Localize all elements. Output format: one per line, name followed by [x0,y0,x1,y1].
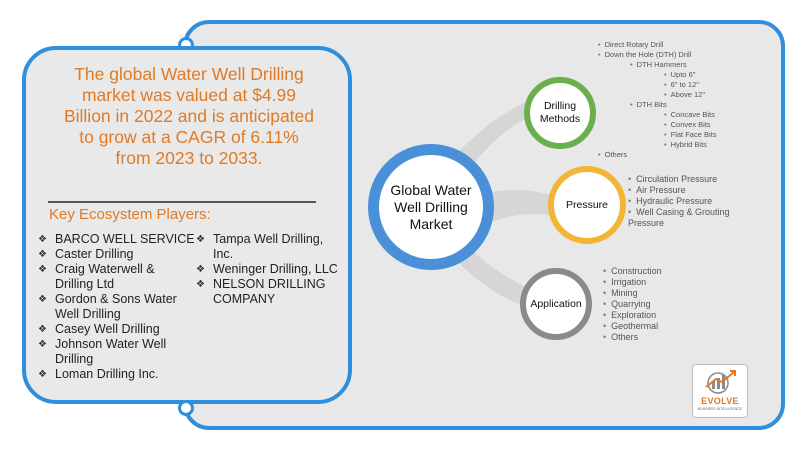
drilling-subitem: • 6" to 12" [664,80,699,89]
market-summary-text: The global Water Well Drilling market wa… [44,64,334,169]
diamond-bullet-icon: ❖ [38,234,47,245]
player-item: ❖ BARCO WELL SERVICE [38,232,195,246]
players-list-left: ❖ BARCO WELL SERVICE ❖ Caster Drilling ❖ Cr… [37,232,195,382]
chart-globe-icon [705,370,736,394]
diamond-bullet-icon: ❖ [38,249,47,260]
drilling-item: • DTH Bits [630,100,667,109]
drilling-subitem: • Upto 6" [664,70,696,79]
drilling-item: • Direct Rotary Drill [598,40,664,49]
application-item: • Geothermal [603,321,659,331]
player-item: ❖ NELSON DRILLING COMPANY [196,277,326,306]
player-item: ❖ Casey Well Drilling [38,322,160,336]
players-list-right: ❖ Tampa Well Drilling, Inc. ❖ Weninger Dri… [195,232,345,307]
diamond-bullet-icon: ❖ [38,324,47,335]
application-item: • Quarrying [603,299,651,309]
player-item: ❖ Weninger Drilling, LLC [196,262,338,276]
node-application: Application [520,268,592,340]
player-item: ❖ Johnson Water Well Drilling [38,337,167,366]
player-item: ❖ Gordon & Sons Water Well Drilling [38,292,177,321]
application-item: • Exploration [603,310,657,320]
node-pressure: Pressure [548,166,626,244]
diamond-bullet-icon: ❖ [196,234,205,245]
application-item: • Irrigation [603,277,647,287]
node-drilling-methods: Drilling Methods [524,77,596,149]
ribbon-pressure [492,189,556,222]
connector-dot-bottom [178,400,194,416]
players-title: Key Ecosystem Players: [49,206,211,223]
application-item: • Construction [603,266,662,276]
drilling-subitem: • Flat Face Bits [664,130,717,139]
logo-tagline: BUSINESS INTELLIGENCE [698,407,742,411]
headline-line: The global Water Well Drilling [74,64,304,84]
drilling-item: • Down the Hole (DTH) Drill [598,50,692,59]
diamond-bullet-icon: ❖ [196,279,205,290]
application-item: • Others [603,332,639,342]
node-label: Drilling Methods [539,100,581,125]
logo-name: EVOLVE [701,396,739,406]
drilling-subitem: • Hybrid Bits [664,140,707,149]
hub-label: Global Water Well Drilling Market [390,181,472,232]
pressure-item: • Circulation Pressure [628,174,718,184]
drilling-subitem: • Above 12" [664,90,705,99]
headline-line: Billion in 2022 and is anticipated [63,106,315,126]
diamond-bullet-icon: ❖ [38,264,47,275]
drilling-item: • Others [598,150,628,159]
node-label: Application [530,297,582,310]
pressure-item: • Hydraulic Pressure [628,196,713,206]
application-item: • Mining [603,288,638,298]
ribbon-application [458,248,530,306]
pressure-item: • Well Casing & Grouting Pressure [628,207,730,228]
headline-line: from 2023 to 2033. [115,148,263,168]
node-label: Pressure [565,198,608,211]
headline-line: to grow at a CAGR of 6.11% [79,127,299,147]
drilling-subitem: • Convex Bits [664,120,711,129]
drilling-subitem: • Concave Bits [664,110,715,119]
hub-circle: Global Water Well Drilling Market [368,144,494,270]
diamond-bullet-icon: ❖ [38,369,47,380]
player-item: ❖ Tampa Well Drilling, Inc. [196,232,324,261]
diamond-bullet-icon: ❖ [196,264,205,275]
diamond-bullet-icon: ❖ [38,339,47,350]
player-item: ❖ Caster Drilling [38,247,134,261]
headline-line: market was valued at $4.99 [81,85,296,105]
player-item: ❖ Craig Waterwell & Drilling Ltd [38,262,155,291]
pressure-item: • Air Pressure [628,185,686,195]
ribbon-drilling [458,98,536,168]
section-divider [48,201,316,203]
diamond-bullet-icon: ❖ [38,294,47,305]
player-item: ❖ Loman Drilling Inc. [38,367,159,381]
drilling-item: • DTH Hammers [630,60,687,69]
